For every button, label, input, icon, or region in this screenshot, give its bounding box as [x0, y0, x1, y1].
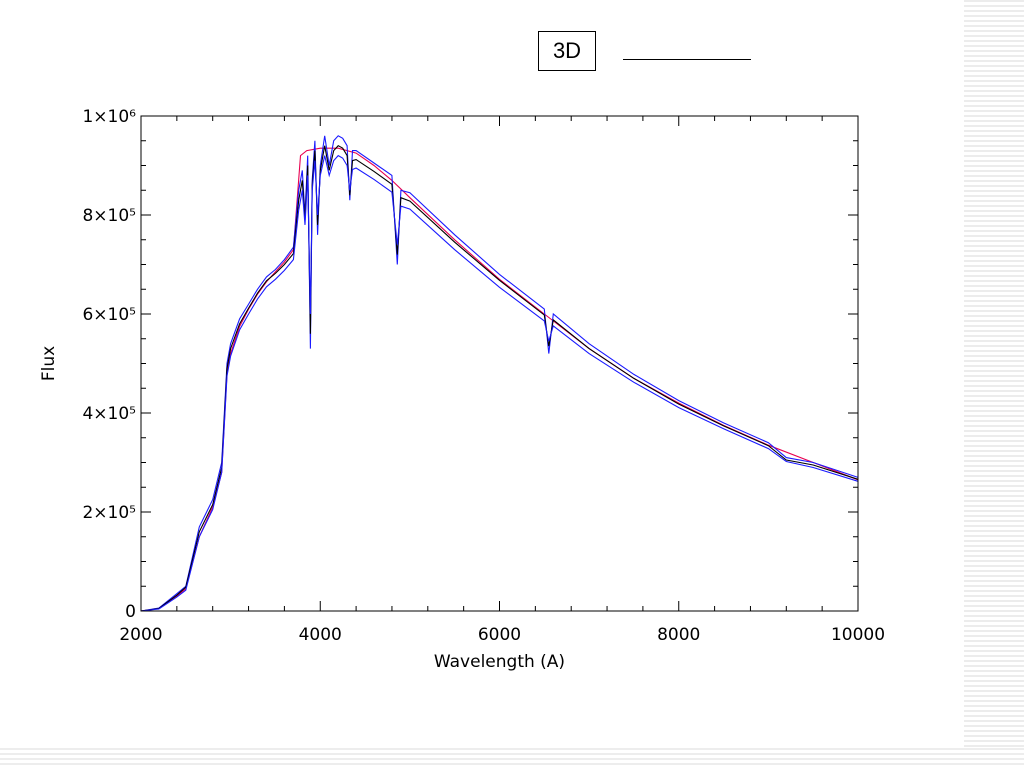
- y-tick-label: 0: [125, 602, 136, 622]
- slide-title-box: 3D: [538, 31, 596, 71]
- tick-labels-layer: 2000 4000 6000 8000 10000 0 2×10⁵ 4×10⁵ 6×10⁵ 8×1…: [82, 107, 885, 645]
- plot-frame: [140, 115, 859, 612]
- y-tick-label: 4×10⁵: [82, 404, 136, 424]
- y-tick-label: 6×10⁵: [82, 305, 136, 325]
- series-line-1: [140, 147, 859, 612]
- ticks-layer: [140, 115, 859, 612]
- x-axis-label: Wavelength (A): [434, 652, 565, 672]
- x-tick-label: 6000: [478, 625, 521, 645]
- y-tick-label: 1×10⁶: [82, 107, 136, 127]
- x-tick-label: 8000: [657, 625, 700, 645]
- title-underline: [623, 59, 751, 60]
- series-line-4: [140, 154, 859, 612]
- decorative-right-stripes: [964, 0, 1024, 748]
- y-tick-label: 8×10⁵: [82, 206, 136, 226]
- x-tick-label: 10000: [831, 625, 885, 645]
- decorative-bottom-stripes: [0, 748, 1024, 768]
- y-tick-label: 2×10⁵: [82, 503, 136, 523]
- x-tick-label: 2000: [119, 625, 162, 645]
- slide-title-text: 3D: [552, 38, 582, 63]
- series-layer: [140, 135, 859, 612]
- y-axis-label: Flux: [39, 346, 59, 381]
- x-tick-label: 4000: [299, 625, 342, 645]
- series-line-2: [140, 135, 859, 612]
- series-line-3: [140, 145, 859, 612]
